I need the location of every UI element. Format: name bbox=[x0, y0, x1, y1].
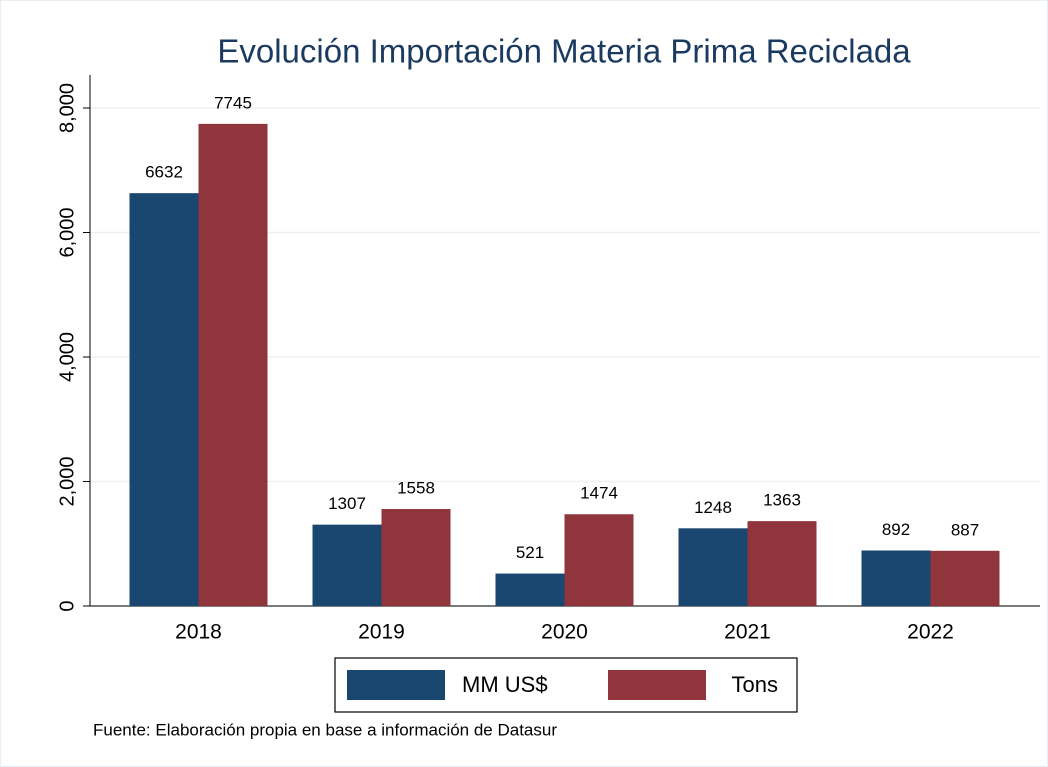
x-tick-label: 2018 bbox=[175, 621, 222, 644]
bar bbox=[198, 123, 268, 606]
data-label: 7745 bbox=[214, 93, 252, 112]
note: Fuente: Elaboración propia en base a inf… bbox=[93, 720, 557, 739]
data-label: 1307 bbox=[328, 494, 366, 513]
bar bbox=[678, 528, 748, 606]
legend-swatch bbox=[347, 670, 445, 700]
y-tick-label: 8,000 bbox=[56, 83, 78, 133]
y-tick-label: 2,000 bbox=[56, 456, 78, 506]
data-label: 892 bbox=[882, 520, 910, 539]
bar bbox=[747, 521, 817, 606]
data-label: 1474 bbox=[580, 484, 618, 503]
x-tick-label: 2022 bbox=[907, 621, 954, 644]
data-label: 887 bbox=[951, 520, 979, 539]
y-tick-label: 6,000 bbox=[56, 207, 78, 257]
x-tick-label: 2021 bbox=[724, 621, 771, 644]
bar bbox=[930, 550, 1000, 606]
legend-swatch bbox=[608, 670, 706, 700]
bar bbox=[312, 524, 382, 606]
x-tick-label: 2020 bbox=[541, 621, 588, 644]
legend-label: MM US$ bbox=[462, 672, 548, 697]
chart-title: Evolución Importación Materia Prima Reci… bbox=[217, 33, 911, 70]
data-label: 521 bbox=[516, 543, 544, 562]
bar bbox=[129, 193, 199, 606]
data-label: 1248 bbox=[694, 498, 732, 517]
y-tick-label: 4,000 bbox=[56, 332, 78, 382]
data-label: 1363 bbox=[763, 491, 801, 510]
x-tick-label: 2019 bbox=[358, 621, 405, 644]
bar bbox=[564, 514, 634, 606]
bar bbox=[495, 573, 565, 606]
data-label: 6632 bbox=[145, 163, 183, 182]
y-tick-label: 0 bbox=[56, 600, 78, 611]
bar bbox=[381, 509, 451, 606]
bar bbox=[861, 550, 931, 606]
data-label: 1558 bbox=[397, 478, 435, 497]
legend-label: Tons bbox=[732, 672, 778, 697]
